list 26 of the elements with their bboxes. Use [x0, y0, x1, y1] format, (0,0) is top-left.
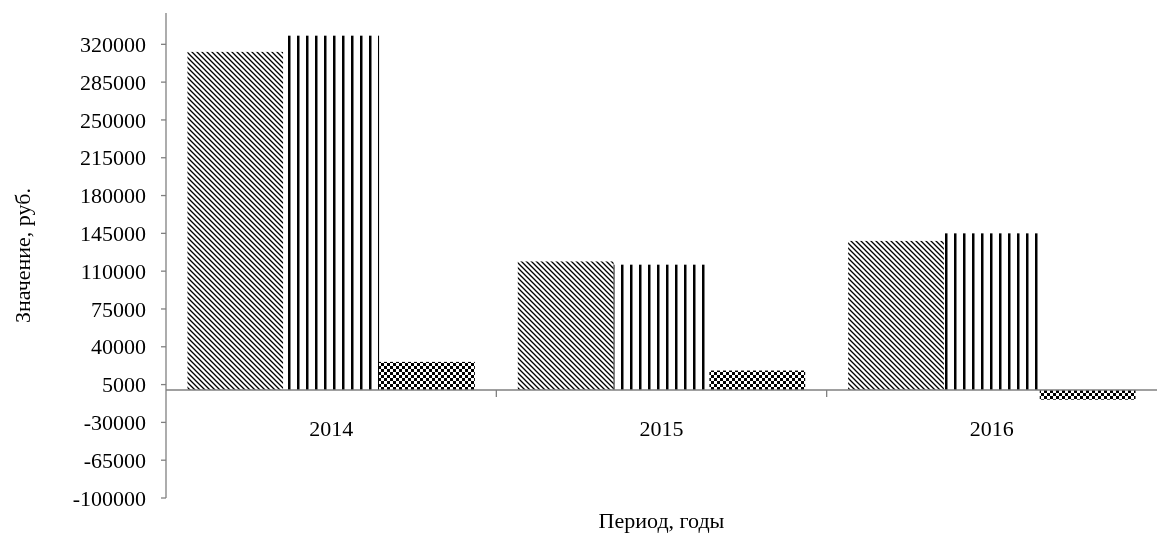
- y-tick-label: -100000: [72, 485, 146, 511]
- bar: [943, 233, 1040, 390]
- bar: [283, 35, 380, 390]
- bar: [848, 240, 944, 390]
- bar: [517, 261, 614, 390]
- y-tick-label: 250000: [80, 107, 146, 133]
- bar: [709, 370, 806, 390]
- y-tick-label: 180000: [80, 183, 146, 209]
- y-tick-label: -30000: [83, 410, 146, 436]
- bar: [379, 361, 475, 390]
- y-tick-label: -65000: [83, 447, 146, 473]
- bar: [187, 51, 284, 390]
- y-tick-label: 5000: [102, 372, 146, 398]
- y-tick-label: 320000: [80, 32, 146, 58]
- y-tick-label: 75000: [91, 296, 146, 322]
- y-axis-title: Значение, руб.: [10, 188, 35, 323]
- y-tick-label: 215000: [80, 145, 146, 171]
- y-tick-label: 145000: [80, 221, 146, 247]
- x-tick-label: 2016: [969, 415, 1014, 441]
- y-tick-label: 110000: [80, 258, 146, 284]
- y-tick-label: 285000: [80, 69, 146, 95]
- y-tick-label: 40000: [91, 334, 146, 360]
- x-axis-title: Период, годы: [598, 508, 725, 533]
- bar: [1039, 389, 1136, 400]
- x-tick-label: 2015: [639, 415, 684, 441]
- x-tick-label: 2014: [309, 415, 354, 441]
